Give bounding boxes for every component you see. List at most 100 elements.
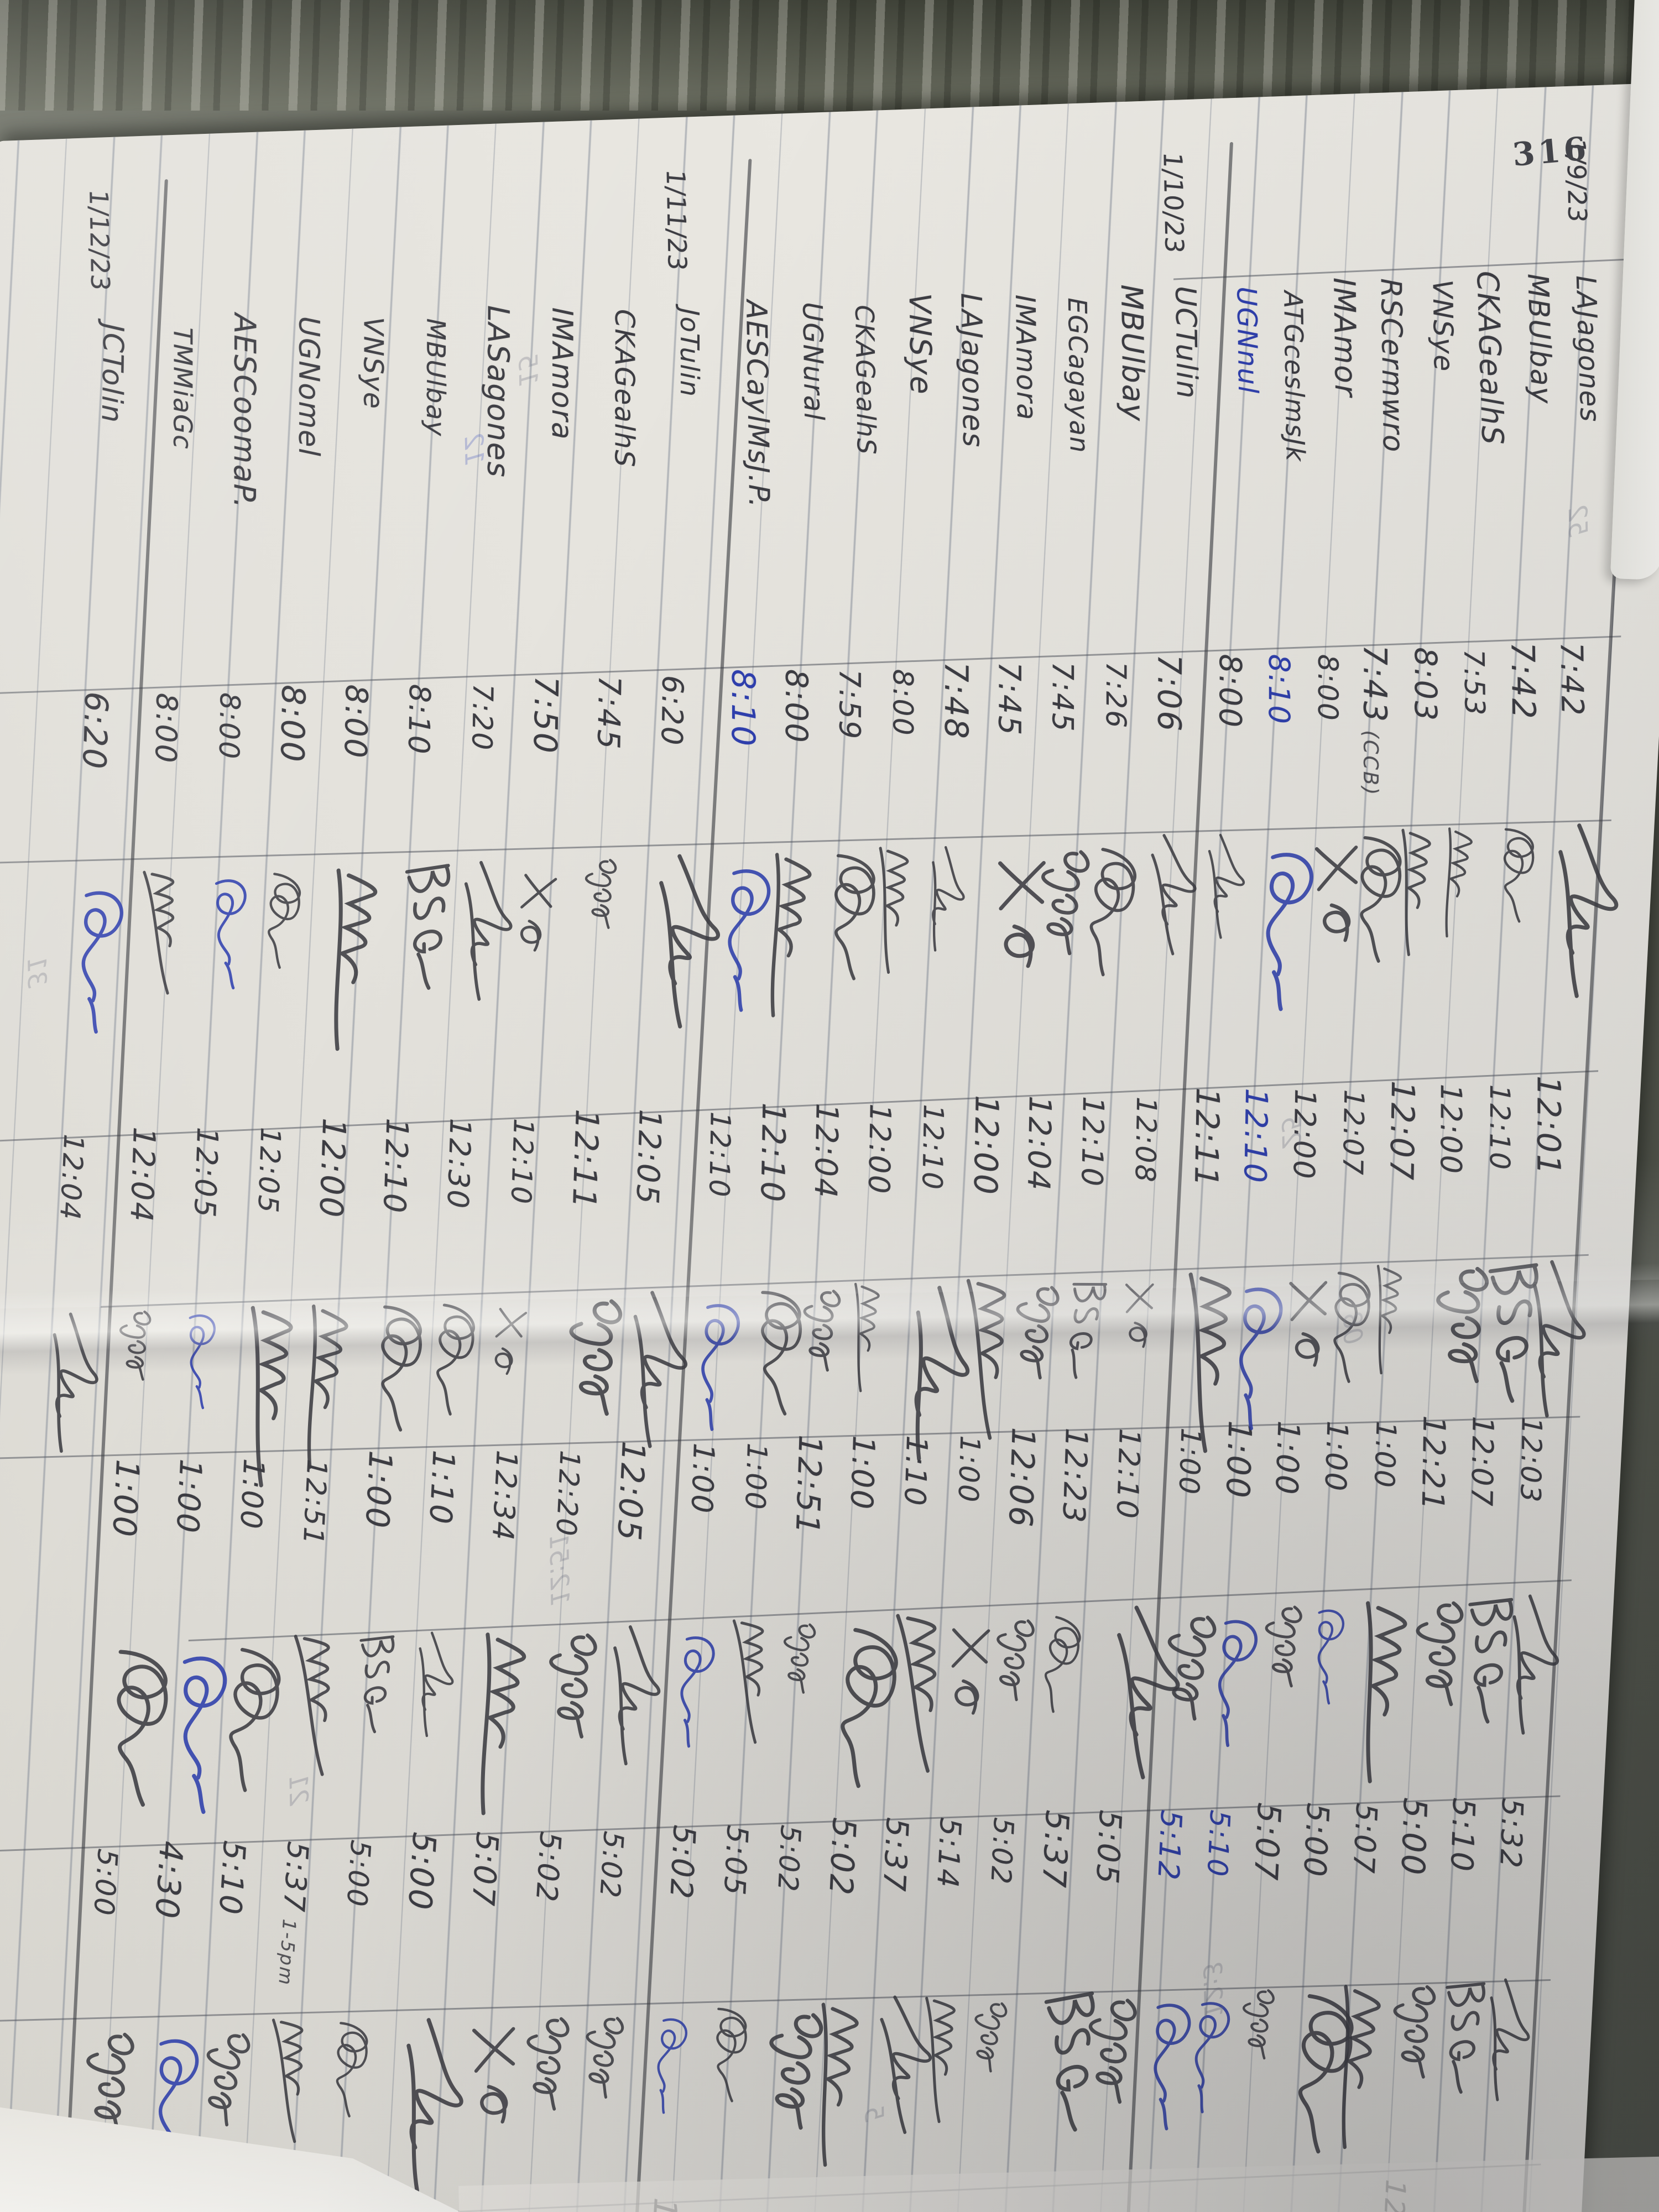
signature-scribble [294,1635,330,1776]
name-cell: JCTolin [95,322,130,425]
time-in-pm: 12:51 [788,1434,830,1537]
signature-scribble [880,1995,932,2134]
signature-scribble [1401,828,1431,956]
signature-scribble [1218,1620,1258,1747]
time-in-am: 7:45 [992,661,1027,737]
signature-scribble [769,2013,823,2130]
signature-scribble [520,874,557,952]
time-in-pm: 12:34 [486,1449,524,1543]
name-cell: AESCoomaP. [227,313,262,510]
time-out-pm: 5:00 [340,1839,377,1910]
page-number: 316 [1511,129,1591,174]
signature-scribble [1041,850,1090,956]
signature-scribble [1243,1989,1275,2060]
name-cell: CKAGealhS [1470,270,1510,446]
time-out-pm: 5:02 [663,1824,702,1902]
name-cell: LAJagones [1570,275,1606,423]
signature-scribble [1558,823,1619,998]
time-out-pm: 5:02 [771,1824,807,1894]
time-in-am: 8:10 [724,669,762,748]
time-in-am: 8:10 [401,684,437,757]
time-in-am: 6:20 [654,675,690,748]
time-in-am: 8:00 [212,692,246,761]
time-in-pm: 12:23 [1055,1427,1095,1525]
name-cell: MBUlbay [1521,273,1558,405]
signature-scribble [1468,1598,1514,1724]
bleedthrough-text: 12:51 [544,1531,575,1608]
time-in-am: 7:53 [1458,649,1491,717]
signature-scribble [268,873,301,969]
time-out-pm: 5:02 [822,1816,863,1898]
signature-scribble [464,860,513,1001]
bleedthrough-text: 12:3 [1197,1960,1229,2021]
signature-scribble [770,853,812,1018]
name-cell: VNSye [357,316,389,410]
time-in-am: 6:20 [75,691,116,771]
time-in-pm: 1:00 [1318,1420,1355,1494]
time-in-pm: 1:00 [739,1442,774,1512]
date-label: 1/12/23 [84,188,116,293]
bleedthrough-text: 21 [283,1771,314,1807]
name-cell: IMAmora [545,307,579,441]
signature-scribble [1298,1994,1354,2154]
signature-scribble [974,2002,1008,2073]
time-in-am: 8:10 [1262,654,1296,726]
time-out-pm: 5:37 [1035,1809,1076,1891]
signature-scribble [1089,848,1136,977]
signature-scribble [1416,1601,1464,1707]
time-out-pm: 5:10 [1201,1809,1237,1879]
annotation: (CCB) [1358,730,1383,797]
signature-scribble [334,868,378,1051]
time-in-pm: 12:10 [1110,1427,1147,1521]
time-out-pm: 5:07 [1246,1801,1288,1883]
signature-scribble [657,2018,687,2114]
name-cell: ATGceslmsJk [1278,290,1311,462]
time-out-pm: 5:07 [1346,1802,1384,1876]
time-out-pm: 5:07 [465,1830,505,1909]
time-in-am: 7:42 [1504,641,1543,721]
name-cell: IMAmora [1009,294,1043,421]
signature-scribble [549,1633,597,1739]
signature-scribble [143,870,175,995]
time-out-pm: 5:00 [1394,1797,1434,1877]
signature-scribble [215,879,247,990]
name-cell: CKAGealhS [608,309,640,468]
signature-scribble [879,847,909,974]
signature-scribble [1265,1605,1302,1688]
name-cell: IMAmor [1327,277,1363,398]
name-cell: MBUlbay [1114,284,1151,422]
time-out-pm: 5:02 [593,1830,630,1901]
signature-scribble [117,1650,168,1807]
signature-scribble [1504,828,1535,923]
signature-scribble [1446,1982,1486,2094]
time-out-pm: 5:00 [400,1830,444,1913]
bleedthrough-text: 31 [22,954,53,989]
bleedthrough-text: 15 [513,352,544,388]
name-cell: UGNural [796,302,830,421]
time-in-pm: 1:00 [105,1458,147,1540]
time-in-pm: 1:00 [843,1434,882,1512]
signature-scribble [206,2033,251,2127]
name-cell: CKAGealhS [849,305,881,456]
time-in-am: 7:48 [937,661,975,741]
signature-scribble [406,2018,463,2193]
time-out-pm: 5:10 [212,1839,253,1918]
name-cell: LAJagones [954,293,990,448]
bleedthrough-text: 25 [1275,1114,1307,1150]
time-out-pm: 4:30 [148,1839,190,1922]
signature-scribble [481,1632,526,1815]
register-row: UGNnul 8:00 12:11 1:00 5:12 [1124,96,1290,2212]
register-row: 1/11/23 JoTulin 6:20 12:05 12:05 5:02 [566,115,746,2212]
time-out-pm: 5:00 [1296,1802,1336,1880]
signature-scribble [1044,1616,1081,1713]
time-out-pm: 5:14 [930,1816,968,1891]
signature-scribble [336,2022,368,2118]
time-out-pm: 5:02 [984,1817,1020,1887]
time-out-pm: 5:05 [1089,1809,1129,1887]
time-out-pm: 5:00 [87,1848,124,1918]
signature-scribble [1512,1594,1559,1735]
notebook-page: 1/9/23 LAJagones 7:42 12:01 12:03 5:32 MBUlbay… [0,82,1659,2212]
time-out-pm: 5:32 [1493,1797,1530,1871]
name-cell: UGNnul [1230,286,1264,395]
time-in-am: 7:45 [1045,661,1080,733]
